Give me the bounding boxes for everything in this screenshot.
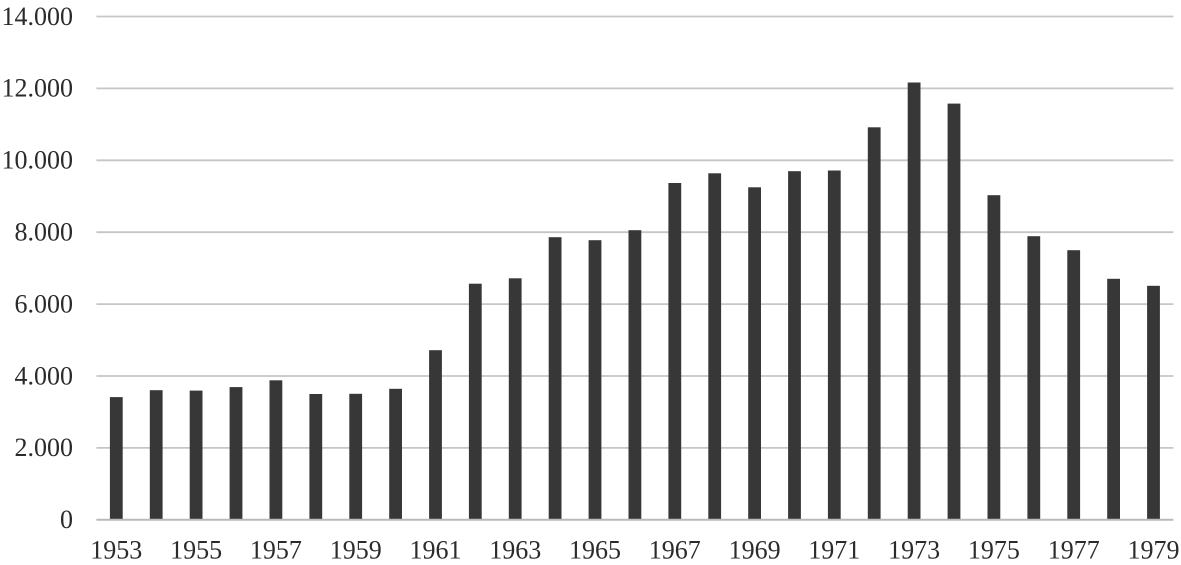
svg-text:12.000: 12.000 [2,74,74,103]
svg-text:1959: 1959 [330,536,382,565]
svg-text:1977: 1977 [1048,536,1100,565]
svg-text:1963: 1963 [489,536,541,565]
svg-text:1967: 1967 [649,536,701,565]
svg-text:1953: 1953 [90,536,142,565]
svg-text:4.000: 4.000 [15,361,74,390]
svg-text:1965: 1965 [569,536,621,565]
svg-text:2.000: 2.000 [15,433,74,462]
svg-text:1971: 1971 [808,536,860,565]
svg-text:8.000: 8.000 [15,218,74,247]
svg-text:1957: 1957 [250,536,302,565]
svg-text:14.000: 14.000 [2,2,74,31]
svg-text:6.000: 6.000 [15,289,74,318]
svg-text:1979: 1979 [1128,536,1180,565]
svg-text:1975: 1975 [968,536,1020,565]
svg-text:10.000: 10.000 [2,146,74,175]
svg-text:1969: 1969 [729,536,781,565]
svg-text:1961: 1961 [410,536,462,565]
svg-text:0: 0 [60,505,73,534]
svg-text:1973: 1973 [888,536,940,565]
svg-text:1955: 1955 [170,536,222,565]
